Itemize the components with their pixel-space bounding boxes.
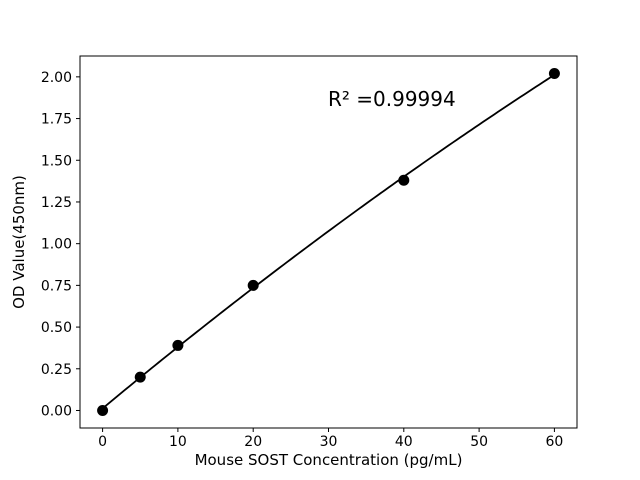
fit-line — [102, 74, 555, 410]
plot-border — [79, 55, 578, 429]
y-tick-label: 0.25 — [41, 362, 72, 378]
x-tick-label: 40 — [395, 434, 413, 450]
x-tick-label: 60 — [545, 434, 563, 450]
y-tick-label: 1.25 — [41, 195, 72, 211]
y-tick-label: 0.75 — [41, 278, 72, 294]
y-tick-label: 1.50 — [41, 153, 72, 169]
y-tick-label: 0.00 — [41, 403, 72, 419]
x-tick-label: 50 — [470, 434, 488, 450]
data-point-10 — [172, 339, 184, 351]
y-tick-label: 0.50 — [41, 320, 72, 336]
x-tick-label: 10 — [169, 434, 187, 450]
r-squared-annotation: R² =0.99994 — [328, 87, 456, 111]
x-tick-label: 30 — [320, 434, 338, 450]
x-tick-label: 20 — [244, 434, 262, 450]
y-tick-label: 1.75 — [41, 112, 72, 128]
y-axis-label: OD Value(450nm) — [10, 175, 28, 309]
x-tick-label: 0 — [98, 434, 107, 450]
data-point-40 — [398, 174, 410, 186]
data-point-60 — [548, 68, 560, 80]
data-point-20 — [247, 279, 259, 291]
y-tick-label: 2.00 — [41, 70, 72, 86]
y-tick-label: 1.00 — [41, 237, 72, 253]
x-axis-label: Mouse SOST Concentration (pg/mL) — [194, 451, 463, 469]
data-point-0 — [97, 404, 109, 416]
data-point-5 — [134, 371, 146, 383]
